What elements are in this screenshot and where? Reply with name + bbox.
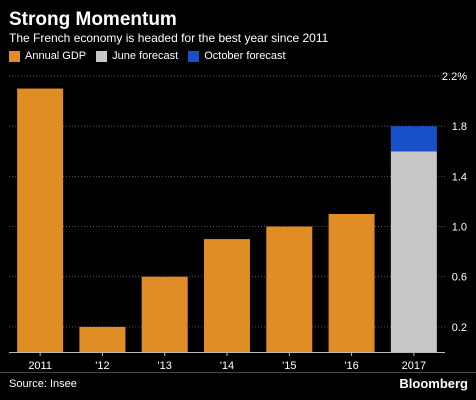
y-tick-label: 1.8 [452,121,467,133]
legend-swatch-annual-gdp [9,50,20,62]
legend-item-june-forecast: June forecast [96,50,178,62]
x-tick-label: '12 [95,360,109,372]
chart-subtitle: The French economy is headed for the bes… [9,31,329,45]
x-tick-label: '15 [282,360,296,372]
bar [17,88,64,352]
bar [141,276,188,352]
x-tick-label: 2017 [402,360,426,372]
bar [390,151,437,352]
legend-label-june-forecast: June forecast [112,50,179,62]
legend-swatch-october-forecast [188,50,200,62]
legend-item-annual-gdp: Annual GDP [9,50,86,62]
legend-swatch-june-forecast [96,50,108,62]
source-note: Source: Insee [9,378,77,390]
x-tick-label: '16 [344,360,358,372]
x-tick-label: 2011 [28,360,52,372]
x-tick-label: '13 [158,360,172,372]
bar [79,326,126,352]
bar [328,214,375,352]
y-tick-label: 2.2% [442,71,467,83]
y-tick-label: 1.4 [452,171,467,183]
y-tick-label: 1.0 [452,222,467,234]
brand-logo: Bloomberg [399,376,468,391]
bar [204,239,250,352]
legend-item-october-forecast: October forecast [188,50,286,62]
bar [390,126,437,152]
y-tick-label: 0.2 [452,322,467,334]
legend-label-annual-gdp: Annual GDP [25,50,87,62]
x-tick-label: '14 [220,360,234,372]
legend-label-october-forecast: October forecast [204,50,286,62]
chart-title: Strong Momentum [9,9,177,30]
y-tick-label: 0.6 [452,272,467,284]
legend: Annual GDP June forecast October forecas… [9,50,296,62]
bar [266,226,313,352]
